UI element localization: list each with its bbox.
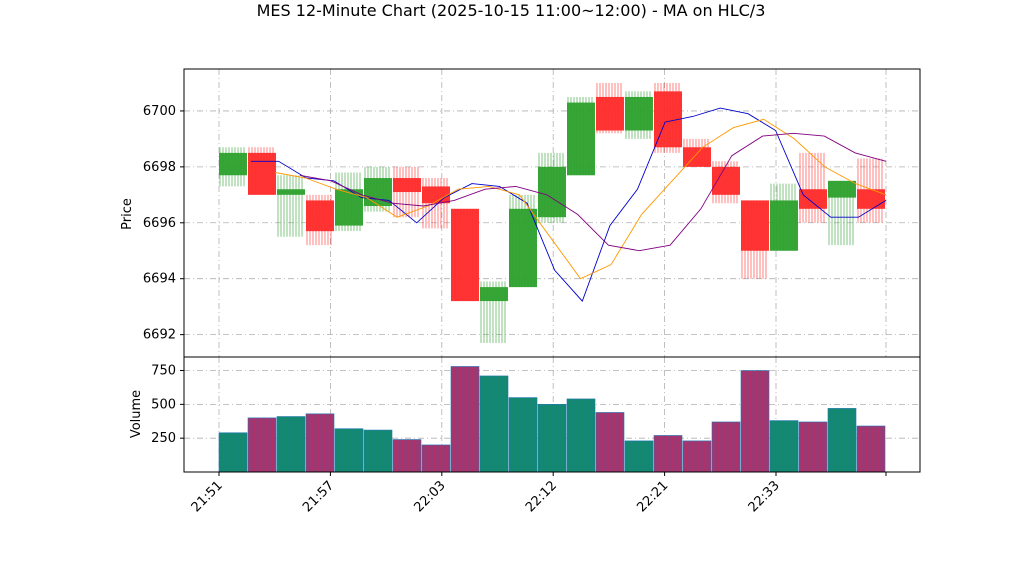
price-candles: [219, 82, 885, 344]
candle-body: [596, 96, 624, 131]
candle-body: [277, 189, 305, 195]
candle-body: [567, 102, 595, 176]
price-tick-label: 6698: [143, 160, 176, 175]
volume-bar-stripes: [858, 426, 884, 472]
volume-tick-label: 250: [151, 431, 176, 446]
volume-bar-stripes: [481, 375, 507, 472]
candle-body: [422, 186, 450, 204]
x-tick-label: 22:21: [634, 478, 671, 515]
x-tick-label: 21:51: [189, 478, 226, 515]
price-tick-label: 6700: [143, 104, 176, 119]
candle-body: [538, 166, 566, 218]
candle-body: [509, 208, 537, 288]
chart-title: MES 12-Minute Chart (2025-10-15 11:00~12…: [256, 1, 766, 20]
volume-bar-stripes: [568, 398, 594, 472]
x-tick-label: 22:03: [412, 478, 449, 515]
volume-bar-stripes: [655, 435, 681, 472]
moving-average-line: [274, 118, 887, 280]
volume-bar-stripes: [771, 420, 797, 472]
volume-bar-stripes: [800, 421, 826, 472]
volume-bar-stripes: [336, 428, 362, 472]
volume-bar-stripes: [452, 366, 478, 472]
volume-bar-stripes: [278, 416, 304, 472]
volume-bars: [218, 366, 886, 473]
volume-bar-stripes: [713, 421, 739, 472]
price-axis-label: Price: [120, 198, 135, 230]
candle-body: [248, 152, 276, 195]
volume-bar-stripes: [365, 430, 391, 472]
volume-bar-stripes: [539, 404, 565, 472]
moving-average-line: [299, 132, 887, 252]
x-tick-label: 22:12: [523, 478, 560, 515]
volume-bar-stripes: [220, 432, 246, 472]
candle-body: [625, 96, 653, 131]
candle-body: [393, 178, 421, 193]
volume-panel-frame: [183, 356, 921, 473]
candle-body: [857, 189, 885, 209]
candle-body: [828, 180, 856, 198]
candle-body: [683, 147, 711, 167]
candle-body: [480, 287, 508, 302]
moving-average-lines: [251, 107, 887, 302]
price-y-axis: 6692 6694 6696 6698 6700: [143, 104, 184, 343]
candle-wicks: [277, 175, 303, 237]
price-tick-label: 6692: [143, 328, 176, 343]
candle-body: [799, 189, 827, 209]
candle-body: [451, 208, 479, 302]
volume-bar-stripes: [423, 444, 449, 472]
volume-bar-stripes: [684, 440, 710, 472]
volume-bar-stripes: [510, 397, 536, 472]
price-tick-label: 6696: [143, 216, 176, 231]
price-tick-label: 6694: [143, 272, 176, 287]
volume-tick-label: 500: [151, 397, 176, 412]
x-tick-label: 21:57: [300, 478, 337, 515]
volume-bar-stripes: [597, 412, 623, 472]
candle-body: [712, 166, 740, 195]
volume-bar-stripes: [829, 408, 855, 472]
candle-wicks: [799, 152, 825, 223]
volume-axis-label: Volume: [129, 390, 144, 438]
candle-body: [335, 189, 363, 226]
candle-body: [741, 200, 769, 251]
candle-body: [219, 152, 247, 176]
volume-bar-stripes: [394, 439, 420, 472]
volume-bar-stripes: [742, 370, 768, 472]
candle-body: [306, 200, 334, 232]
candle-body: [770, 200, 798, 251]
volume-tick-label: 750: [151, 364, 176, 379]
volume-bar-stripes: [249, 417, 275, 472]
volume-bar-stripes: [626, 440, 652, 472]
volume-bar-stripes: [307, 413, 333, 472]
x-axis: 21:51 21:57 22:03 22:12 22:21 22:33: [189, 472, 887, 515]
x-tick-label: 22:33: [746, 478, 783, 515]
volume-y-axis: 250 500 750: [151, 364, 184, 446]
